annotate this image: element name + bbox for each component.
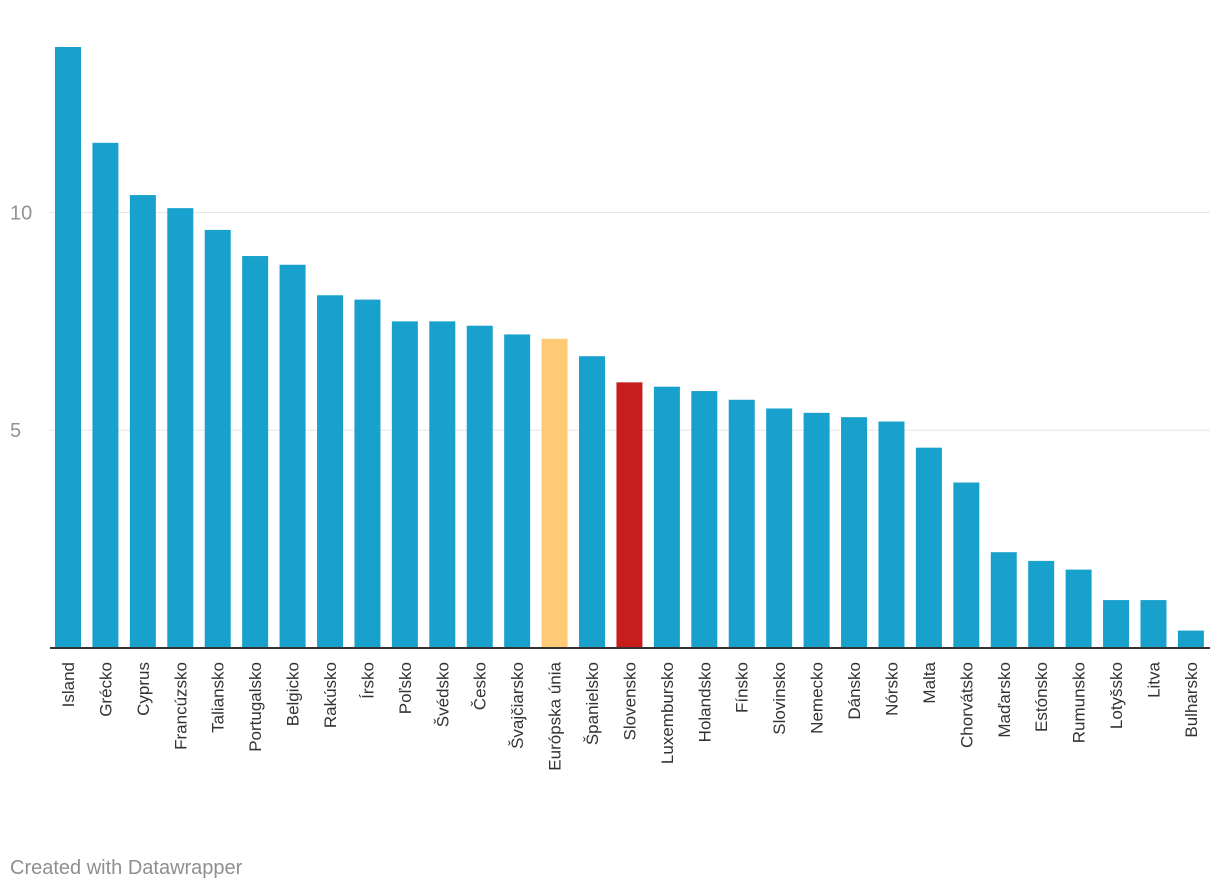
y-tick-label: 5 (10, 420, 21, 442)
x-tick-label: Rumunsko (1070, 662, 1089, 743)
bar-23 (878, 421, 905, 648)
x-tick-label: Maďarsko (995, 662, 1014, 738)
bar-9 (354, 299, 381, 648)
x-tick-label: Švajčiarsko (508, 662, 527, 749)
bar-8 (317, 295, 344, 648)
x-tick-label: Lotyšsko (1107, 662, 1126, 729)
bar-10 (391, 321, 418, 648)
bar-31 (1177, 630, 1204, 648)
x-tick-label: Dánsko (845, 662, 864, 720)
x-tick-label: Chorvátsko (957, 662, 976, 748)
bar-24 (915, 447, 942, 648)
bar-30 (1140, 600, 1167, 648)
x-tick-label: Slovensko (620, 662, 639, 740)
x-tick-label: Írsko (358, 662, 377, 699)
bar-26 (990, 552, 1017, 648)
bar-chart: 5 10 Island Grécko Cyprus Francúzsko Taliansk… (10, 47, 1210, 771)
x-tick-label: Cyprus (134, 662, 153, 716)
bar-3 (129, 195, 156, 648)
x-tick-label: Taliansko (209, 662, 228, 733)
bars-layer (55, 47, 1204, 648)
bar-15 (579, 356, 606, 648)
x-tick-label: Litva (1144, 661, 1163, 697)
x-tick-label: Európska únia (546, 661, 565, 770)
bar-20 (766, 408, 793, 648)
credit-text: Created with Datawrapper (10, 857, 243, 879)
y-tick-label: 10 (10, 202, 32, 224)
x-tick-label: Bulharsko (1182, 662, 1201, 738)
bar-6 (242, 256, 269, 648)
bar-18 (691, 391, 718, 648)
bar-27 (1028, 560, 1055, 648)
bar-11 (429, 321, 456, 648)
x-labels-layer: Island Grécko Cyprus Francúzsko Taliansko Por… (59, 661, 1201, 770)
bar-21 (803, 412, 830, 648)
bar-5 (204, 229, 231, 648)
bar-28 (1065, 569, 1092, 648)
x-tick-label: Belgicko (284, 662, 303, 726)
x-tick-label: Slovinsko (770, 662, 789, 735)
bar-17 (653, 386, 680, 648)
x-tick-label: Malta (920, 661, 939, 703)
bar-13 (504, 334, 531, 648)
x-tick-label: Estónsko (1032, 662, 1051, 732)
bar-1 (55, 47, 81, 648)
x-tick-label: Nórsko (882, 662, 901, 716)
x-tick-label: Island (59, 662, 78, 707)
bar-14 (541, 338, 568, 648)
bar-29 (1103, 600, 1130, 648)
bar-22 (841, 417, 868, 648)
bar-25 (953, 482, 980, 648)
bar-2 (92, 142, 119, 648)
x-tick-label: Fínsko (733, 662, 752, 713)
x-tick-label: Francúzsko (171, 662, 190, 750)
x-tick-label: Švédsko (433, 662, 452, 727)
x-tick-label: Rakúsko (321, 662, 340, 728)
bar-12 (466, 325, 493, 648)
x-tick-label: Portugalsko (246, 662, 265, 752)
bar-7 (279, 264, 306, 648)
x-tick-label: Španielsko (583, 662, 602, 745)
bar-16 (616, 382, 643, 648)
x-tick-label: Česko (471, 662, 490, 710)
x-tick-label: Holandsko (695, 662, 714, 742)
x-tick-label: Poľsko (396, 662, 415, 714)
x-tick-label: Luxembursko (658, 662, 677, 764)
x-tick-label: Grécko (96, 662, 115, 717)
bar-19 (728, 399, 755, 648)
x-tick-label: Nemecko (808, 662, 827, 734)
bar-4 (167, 208, 194, 648)
